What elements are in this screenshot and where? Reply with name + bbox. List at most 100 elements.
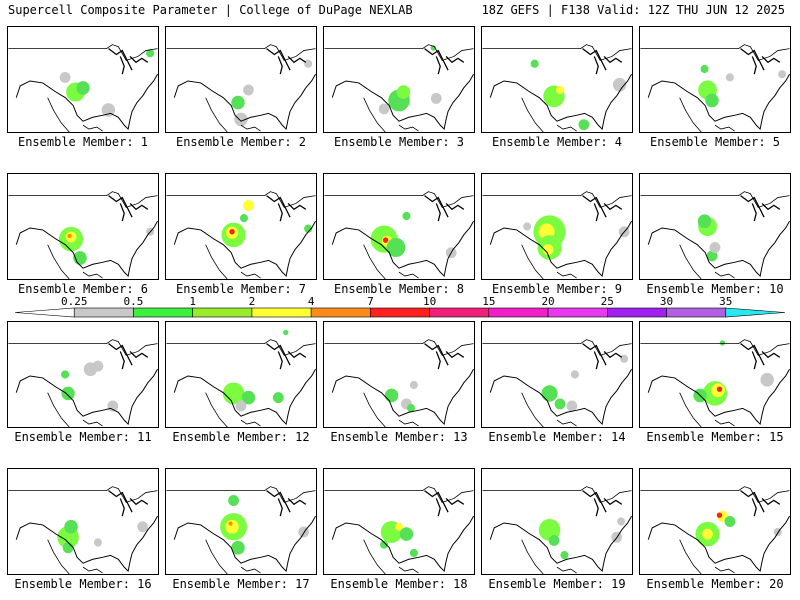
parameter-shading	[716, 386, 723, 392]
geographic-outline	[8, 339, 158, 356]
geographic-outline	[205, 392, 261, 427]
color-scale-label: 15	[482, 295, 495, 308]
geographic-outline	[173, 73, 316, 131]
color-scale-label: 7	[367, 295, 374, 308]
geographic-outline	[424, 48, 465, 75]
geographic-outline	[205, 539, 261, 574]
geographic-outline	[482, 44, 632, 61]
geographic-outline	[331, 73, 474, 131]
parameter-shading	[725, 73, 734, 82]
parameter-shading	[59, 71, 71, 83]
geographic-outline	[521, 244, 577, 279]
parameter-shading	[386, 237, 406, 258]
color-scale-segment	[666, 307, 727, 318]
geographic-outline	[8, 191, 158, 208]
parameter-shading	[705, 93, 719, 108]
parameter-shading	[137, 521, 149, 533]
geographic-outline	[740, 48, 781, 75]
color-scale-segment	[607, 307, 667, 318]
ensemble-member-label: Ensemble Member: 2	[175, 135, 307, 149]
ensemble-map-panel	[481, 468, 633, 575]
ensemble-map-panel	[481, 173, 633, 280]
geographic-outline	[363, 392, 419, 427]
ensemble-map	[166, 329, 316, 427]
parameter-shading	[378, 103, 390, 115]
parameter-shading	[394, 522, 404, 531]
ensemble-map	[166, 44, 316, 132]
geographic-outline	[108, 490, 149, 517]
geographic-outline	[424, 343, 465, 370]
parameter-shading	[228, 521, 233, 526]
geographic-outline	[205, 97, 261, 132]
geographic-outline	[324, 44, 474, 61]
map-title: Supercell Composite Parameter | College …	[8, 3, 413, 17]
ensemble-member-label: Ensemble Member: 9	[491, 282, 623, 296]
ensemble-map-panel	[323, 468, 475, 575]
geographic-outline	[679, 392, 735, 427]
geographic-outline	[424, 490, 465, 517]
parameter-shading	[554, 398, 566, 410]
parameter-shading	[719, 340, 726, 346]
parameter-shading	[380, 540, 389, 549]
color-scale-label: 25	[601, 295, 614, 308]
ensemble-map	[8, 44, 158, 132]
parameter-shading	[566, 400, 578, 412]
geographic-outline	[640, 191, 790, 208]
color-scale-segment	[73, 307, 134, 318]
ensemble-map-panel	[639, 321, 791, 428]
geographic-outline	[679, 539, 735, 574]
parameter-shading	[716, 512, 723, 518]
ensemble-map	[8, 486, 158, 574]
ensemble-map-panel	[165, 26, 317, 133]
color-scale-segment	[14, 307, 75, 318]
geographic-outline	[582, 48, 623, 75]
ensemble-member-label: Ensemble Member: 8	[333, 282, 465, 296]
parameter-shading	[778, 70, 787, 79]
geographic-outline	[47, 97, 103, 132]
geographic-outline	[15, 515, 158, 573]
geographic-outline	[582, 195, 623, 222]
parameter-shading	[541, 385, 558, 402]
parameter-shading	[702, 528, 713, 540]
parameter-shading	[399, 527, 414, 541]
parameter-shading	[76, 81, 90, 95]
parameter-shading	[409, 548, 418, 558]
ensemble-member-label: Ensemble Member: 3	[333, 135, 465, 149]
parameter-shading	[612, 77, 627, 92]
color-scale-label: 10	[423, 295, 436, 308]
parameter-shading	[234, 112, 248, 127]
color-scale-label: 1	[189, 295, 196, 308]
geographic-outline	[647, 515, 790, 573]
color-scale-segment	[370, 307, 430, 318]
ensemble-member-label: Ensemble Member: 12	[172, 430, 310, 444]
geographic-outline	[108, 48, 149, 75]
geographic-outline	[15, 73, 158, 131]
parameter-shading	[396, 85, 411, 99]
color-scale-segment	[547, 307, 608, 318]
geographic-outline	[679, 244, 735, 279]
parameter-shading	[542, 244, 554, 256]
model-run-info: 18Z GEFS | F138 Valid: 12Z THU JUN 12 20…	[481, 3, 785, 17]
geographic-outline	[266, 343, 307, 370]
geographic-outline	[582, 343, 623, 370]
ensemble-member-label: Ensemble Member: 14	[488, 430, 626, 444]
ensemble-member-label: Ensemble Member: 16	[14, 577, 152, 591]
geographic-outline	[521, 97, 577, 132]
ensemble-map	[166, 486, 316, 574]
ensemble-member-label: Ensemble Member: 15	[646, 430, 784, 444]
geographic-outline	[647, 220, 790, 278]
color-scale-bar: 0.25 0.5 1 2 4 7 10 15 20 25 30 35	[14, 295, 786, 318]
parameter-shading	[222, 382, 245, 405]
geographic-outline	[489, 73, 632, 131]
color-scale-label: 30	[660, 295, 673, 308]
ensemble-member-label: Ensemble Member: 5	[649, 135, 781, 149]
ensemble-map-panel	[323, 173, 475, 280]
geographic-outline	[482, 486, 632, 503]
ensemble-member-label: Ensemble Member: 19	[488, 577, 626, 591]
parameter-shading	[272, 392, 284, 404]
parameter-shading	[92, 360, 104, 372]
geographic-outline	[108, 195, 149, 222]
ensemble-member-label: Ensemble Member: 17	[172, 577, 310, 591]
geographic-outline	[166, 191, 316, 208]
parameter-shading	[382, 237, 389, 243]
